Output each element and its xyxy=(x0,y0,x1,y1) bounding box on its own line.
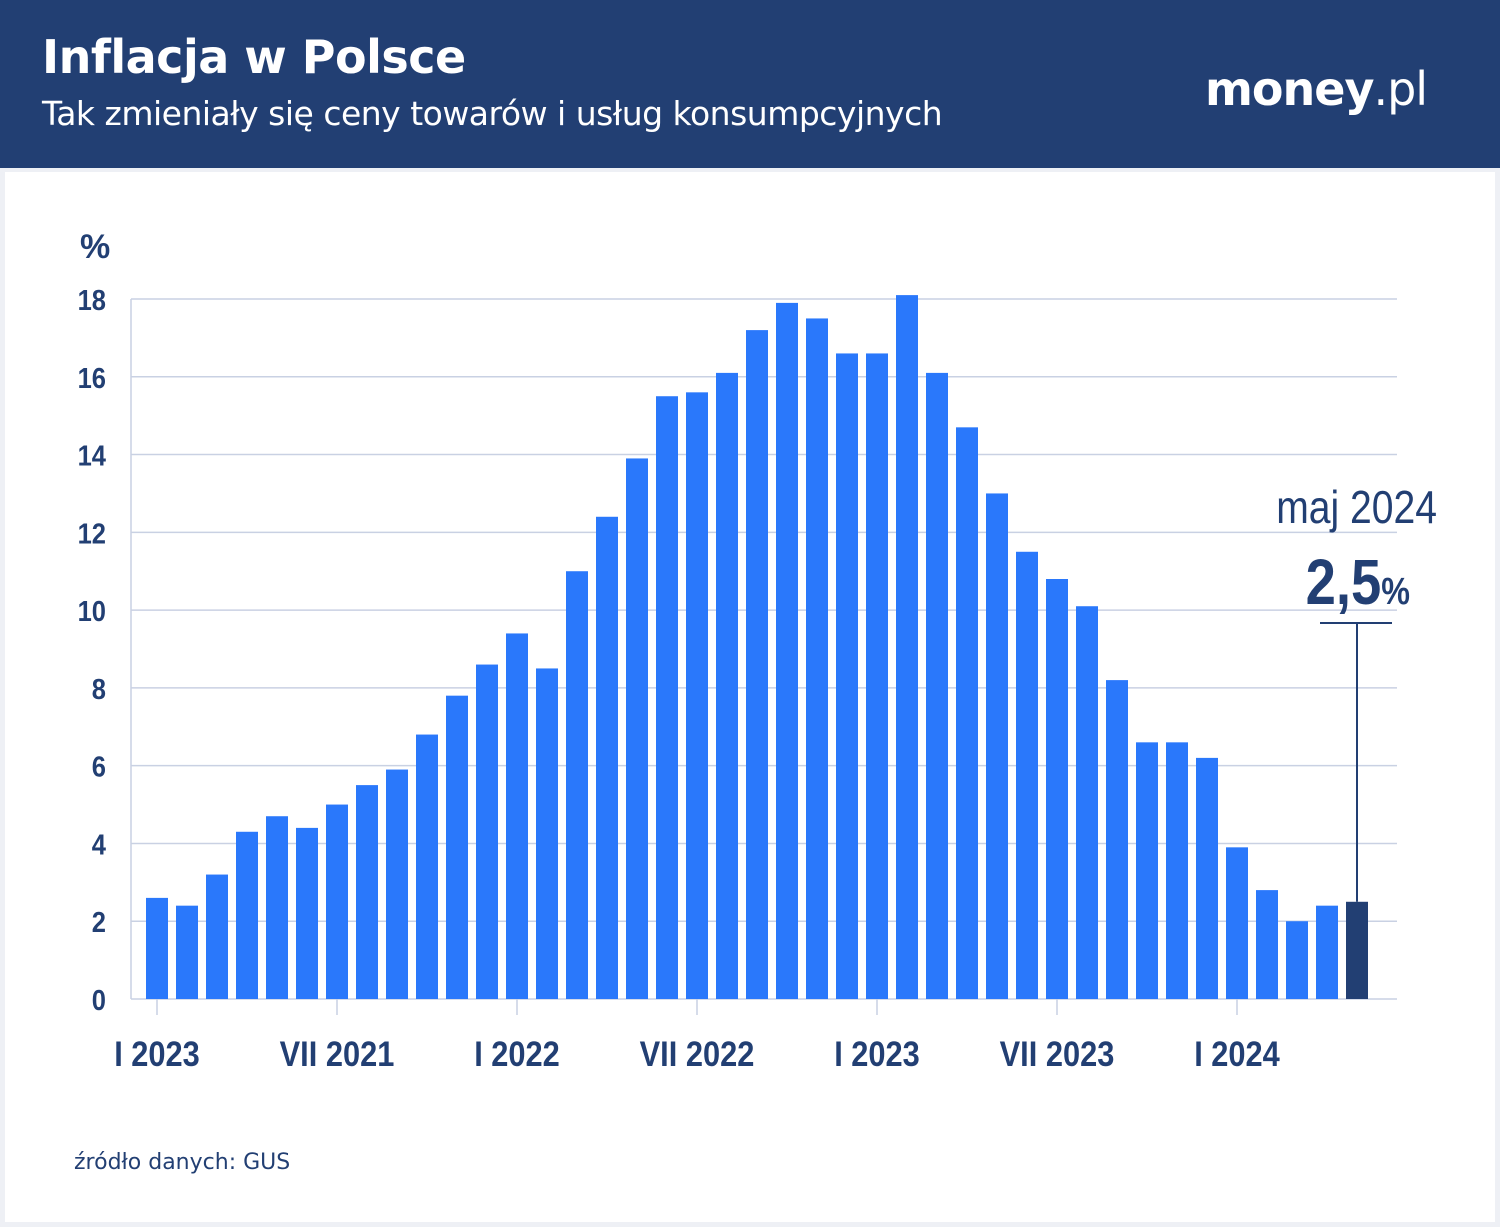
bar xyxy=(956,427,978,999)
y-tick-label: 2 xyxy=(92,906,106,939)
header-banner: Inflacja w Polsce Tak zmieniały się ceny… xyxy=(0,0,1500,168)
bar xyxy=(626,458,648,999)
bar xyxy=(296,827,318,999)
bar xyxy=(746,330,768,1000)
bar xyxy=(566,571,588,999)
annotation-unit: % xyxy=(1381,571,1410,613)
bar xyxy=(1346,901,1368,999)
bar xyxy=(716,372,738,999)
bar xyxy=(476,664,498,999)
bar xyxy=(1256,890,1278,999)
bar xyxy=(536,668,558,999)
bar xyxy=(326,804,348,999)
bar xyxy=(416,734,438,999)
bar xyxy=(866,353,888,999)
bar xyxy=(896,295,918,1000)
bar xyxy=(1046,579,1068,999)
y-tick-label: 18 xyxy=(78,283,106,316)
bar xyxy=(1196,757,1218,999)
bar xyxy=(1226,847,1248,999)
x-tick-label: VII 2021 xyxy=(280,1034,395,1073)
y-tick-label: 4 xyxy=(92,828,107,861)
annotation-date: maj 2024 xyxy=(1276,482,1437,534)
bar xyxy=(686,392,708,999)
bar xyxy=(506,633,528,999)
money-pl-logo: money.pl xyxy=(1205,62,1428,116)
bar xyxy=(776,302,798,999)
x-tick-label: I 2024 xyxy=(1194,1034,1280,1073)
chart-title: Inflacja w Polsce xyxy=(42,30,466,84)
bar xyxy=(1106,680,1128,999)
bar xyxy=(1316,905,1338,999)
bar xyxy=(926,372,948,999)
annotation-value: 2,5% xyxy=(1306,546,1410,618)
bar xyxy=(236,831,258,999)
x-tick-label: VII 2022 xyxy=(640,1034,755,1073)
bar xyxy=(386,769,408,999)
bar xyxy=(146,897,168,999)
y-tick-label: 16 xyxy=(78,361,106,394)
bar xyxy=(206,874,228,999)
bar xyxy=(446,695,468,999)
x-tick-label: I 2023 xyxy=(114,1034,200,1073)
bar xyxy=(266,816,288,999)
y-tick-label: 14 xyxy=(78,439,107,472)
bar xyxy=(596,516,618,999)
source-note: źródło danych: GUS xyxy=(74,1150,291,1175)
y-tick-label: 6 xyxy=(92,750,106,783)
bar xyxy=(1286,921,1308,999)
bar xyxy=(836,353,858,999)
x-tick-label: I 2023 xyxy=(834,1034,920,1073)
y-tick-label: 10 xyxy=(78,595,106,628)
bar xyxy=(806,318,828,999)
bar xyxy=(356,785,378,999)
bar xyxy=(1076,606,1098,999)
bar xyxy=(1016,551,1038,999)
y-tick-label: 8 xyxy=(92,672,106,705)
bar xyxy=(1166,742,1188,999)
x-tick-label: VII 2023 xyxy=(1000,1034,1115,1073)
y-tick-label: 0 xyxy=(92,983,106,1016)
x-tick-label: I 2022 xyxy=(474,1034,560,1073)
y-axis-unit: % xyxy=(80,228,110,266)
annotation-number: 2,5 xyxy=(1306,546,1382,618)
bar xyxy=(986,493,1008,999)
y-tick-label: 12 xyxy=(78,517,106,550)
bar xyxy=(176,905,198,999)
chart-subtitle: Tak zmieniały się ceny towarów i usług k… xyxy=(42,94,943,133)
bar xyxy=(1136,742,1158,999)
bar xyxy=(656,396,678,999)
